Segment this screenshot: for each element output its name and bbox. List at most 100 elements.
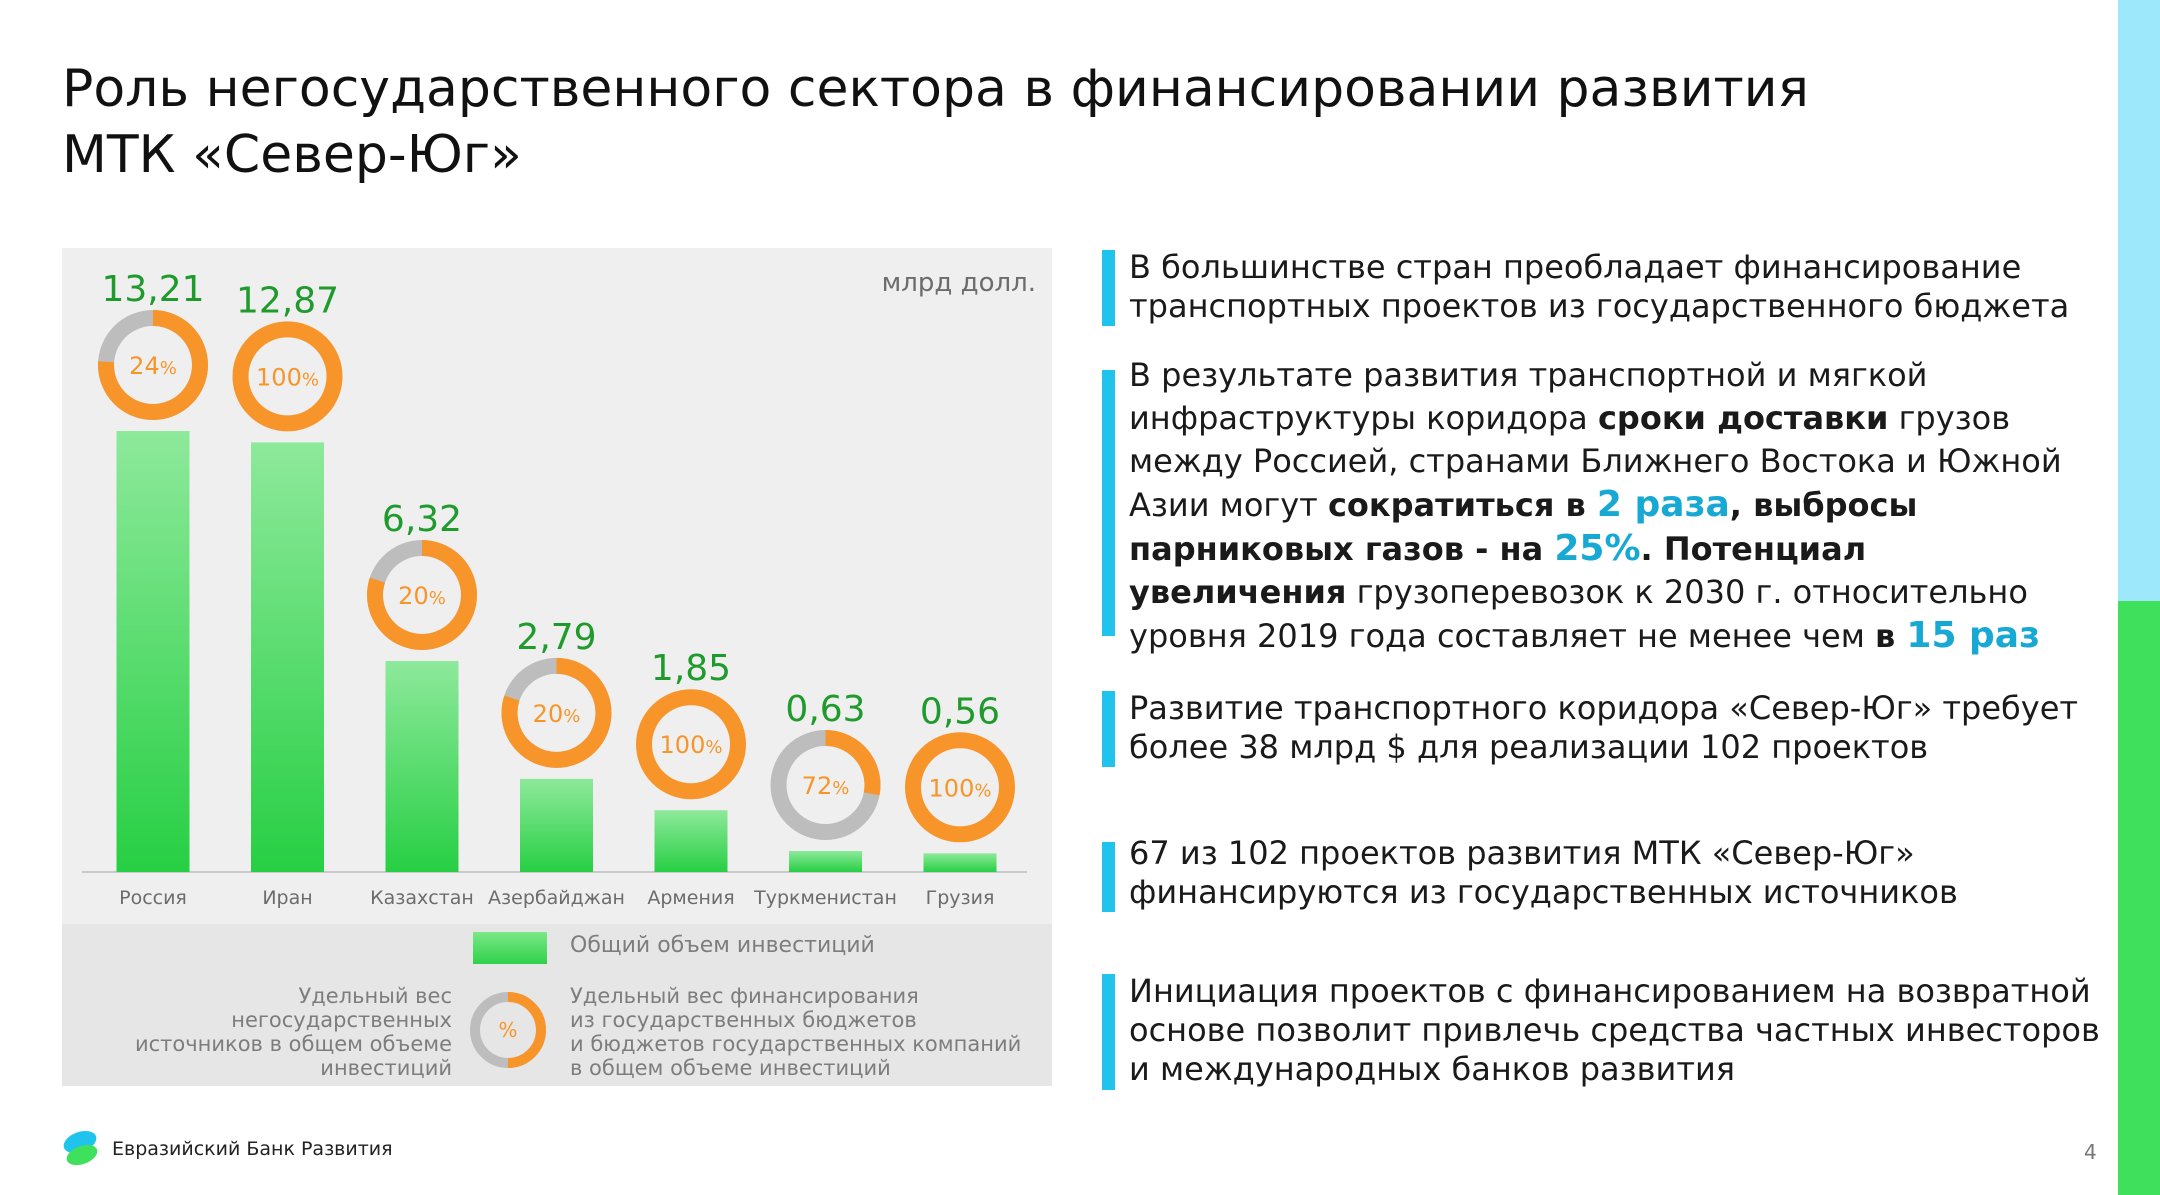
- footer-bank-name: Евразийский Банк Развития: [112, 1138, 393, 1160]
- callout-segment: увеличения: [1129, 573, 1347, 611]
- share-label-2: 20%: [398, 582, 446, 610]
- callout-1-text: В большинстве стран преобладает финансир…: [1129, 248, 2119, 326]
- accent-bar: [2118, 0, 2160, 1195]
- category-label-4: Армения: [647, 887, 734, 909]
- callout-segment: инфраструктуры коридора: [1129, 399, 1598, 437]
- value-label-6: 0,56: [920, 691, 1000, 732]
- legend-ring-icon: %: [470, 992, 546, 1068]
- callout-line: инфраструктуры коридора сроки доставки г…: [1129, 397, 2119, 440]
- bar-6: [923, 853, 997, 872]
- callout-4-bar: [1102, 842, 1115, 912]
- callout-line: В результате развития транспортной и мяг…: [1129, 354, 2119, 397]
- value-label-5: 0,63: [785, 689, 865, 730]
- callout-1: В большинстве стран преобладает финансир…: [1102, 248, 2102, 328]
- callout-segment: Азии могут: [1129, 486, 1328, 524]
- value-label-2: 6,32: [382, 499, 462, 540]
- callout-4: 67 из 102 проектов развития МТК «Север-Ю…: [1102, 834, 2102, 914]
- callout-segment: финансируются из государственных источни…: [1129, 873, 1958, 911]
- share-ring-1: [232, 321, 343, 432]
- legend-bar-label: Общий объем инвестиций: [570, 933, 875, 958]
- share-label-4: 100%: [660, 731, 723, 759]
- callout-line: Развитие транспортного коридора «Север-Ю…: [1129, 689, 2119, 728]
- callout-segment: Инициация проектов с финансированием на …: [1129, 972, 2091, 1010]
- callout-segment: . Потенциал: [1640, 530, 1867, 568]
- callout-2: В результате развития транспортной и мяг…: [1102, 354, 2102, 656]
- share-percent-sign: %: [429, 588, 446, 609]
- category-label-3: Азербайджан: [488, 887, 625, 909]
- callout-segment: между Россией, странами Ближнего Востока…: [1129, 442, 2062, 480]
- share-label-0: 24%: [129, 352, 177, 380]
- share-ring-6: [905, 732, 1015, 843]
- callout-line: основе позволит привлечь средства частны…: [1129, 1011, 2119, 1050]
- value-label-0: 13,21: [101, 269, 204, 310]
- private-share-arc-5: [770, 729, 881, 840]
- callout-segment: уровня 2019 года составляет не менее чем: [1129, 617, 1875, 655]
- callout-line: В большинстве стран преобладает финансир…: [1129, 248, 2119, 287]
- bar-5: [789, 850, 862, 872]
- share-value: 24: [129, 352, 160, 380]
- share-value: 72: [802, 772, 833, 800]
- bar-2: [385, 661, 459, 872]
- page-title: Роль негосударственного сектора в финанс…: [62, 56, 1962, 188]
- callout-line: уровня 2019 года составляет не менее чем…: [1129, 614, 2119, 658]
- callout-line: транспортных проектов из государственног…: [1129, 287, 2119, 326]
- share-percent-sign: %: [563, 706, 580, 727]
- value-label-3: 2,79: [516, 617, 596, 658]
- callout-segment: грузов: [1888, 399, 2011, 437]
- callout-1-bar: [1102, 250, 1115, 326]
- callout-line: Азии могут сократиться в 2 раза, выбросы: [1129, 483, 2119, 527]
- callout-5-text: Инициация проектов с финансированием на …: [1129, 972, 2119, 1089]
- category-label-6: Грузия: [926, 887, 995, 909]
- callout-segment: 15 раз: [1906, 615, 2041, 656]
- chart-panel: 24% 13,21 Россия 100% 12,87 Иран 20% 6,32 Казахс…: [62, 248, 1052, 1086]
- callout-segment: , выбросы: [1729, 486, 1918, 524]
- callout-line: финансируются из государственных источни…: [1129, 873, 2119, 912]
- callout-line: между Россией, странами Ближнего Востока…: [1129, 440, 2119, 483]
- share-label-6: 100%: [929, 774, 992, 802]
- callout-segment: 67 из 102 проектов развития МТК «Север-Ю…: [1129, 834, 1915, 872]
- category-label-2: Казахстан: [370, 887, 474, 909]
- investment-bar-chart: 24% 13,21 Россия 100% 12,87 Иран 20% 6,32 Казахс…: [82, 269, 1027, 909]
- bar-1: [251, 442, 324, 872]
- accent-bar-top: [2118, 0, 2160, 601]
- callout-4-text: 67 из 102 проектов развития МТК «Север-Ю…: [1129, 834, 2119, 912]
- category-label-1: Иран: [262, 887, 312, 909]
- private-share-arc-3: [501, 657, 612, 768]
- callout-segment: 2 раза: [1596, 484, 1730, 525]
- private-share-arc-0: [98, 310, 208, 420]
- callout-segment: более 38 млрд $ для реализации 102 проек…: [1129, 728, 1929, 766]
- callout-segment: сроки доставки: [1597, 399, 1889, 437]
- bar-0: [116, 431, 190, 872]
- private-share-arc-2: [367, 540, 477, 651]
- share-percent-sign: %: [160, 358, 177, 379]
- page-number: 4: [2084, 1140, 2097, 1164]
- callout-5-bar: [1102, 974, 1115, 1090]
- callout-segment: грузоперевозок к 2030 г. относительно: [1346, 573, 2028, 611]
- share-percent-sign: %: [974, 780, 991, 801]
- share-percent-sign: %: [302, 369, 319, 390]
- callout-3-text: Развитие транспортного коридора «Север-Ю…: [1129, 689, 2119, 767]
- callout-line: 67 из 102 проектов развития МТК «Север-Ю…: [1129, 834, 2119, 873]
- callout-line: и международных банков развития: [1129, 1050, 2119, 1089]
- legend-ring-symbol: %: [498, 1018, 517, 1042]
- callout-segment: в: [1875, 617, 1907, 655]
- value-label-1: 12,87: [236, 280, 339, 321]
- callout-3-bar: [1102, 691, 1115, 767]
- eabr-logo-icon: [63, 1130, 98, 1166]
- share-value: 100: [660, 731, 706, 759]
- callout-segment: Развитие транспортного коридора «Север-Ю…: [1129, 689, 2079, 727]
- legend-state-share-label: Удельный вес финансирования из государст…: [570, 984, 1022, 1080]
- share-label-1: 100%: [256, 363, 319, 391]
- bar-3: [520, 778, 593, 872]
- callout-segment: 25%: [1554, 528, 1641, 569]
- callout-segment: В результате развития транспортной и мяг…: [1129, 356, 1928, 394]
- legend-private-share-label: Удельный вес негосударственных источнико…: [134, 984, 452, 1080]
- callout-line: Инициация проектов с финансированием на …: [1129, 972, 2119, 1011]
- callout-segment: транспортных проектов из государственног…: [1129, 287, 2070, 325]
- legend-bar-swatch: [473, 932, 547, 964]
- callout-segment: парниковых газов - на: [1129, 530, 1555, 568]
- share-percent-sign: %: [705, 737, 722, 758]
- accent-bar-bottom: [2118, 601, 2160, 1195]
- callout-segment: основе позволит привлечь средства частны…: [1129, 1011, 2100, 1049]
- callout-line: парниковых газов - на 25%. Потенциал: [1129, 527, 2119, 571]
